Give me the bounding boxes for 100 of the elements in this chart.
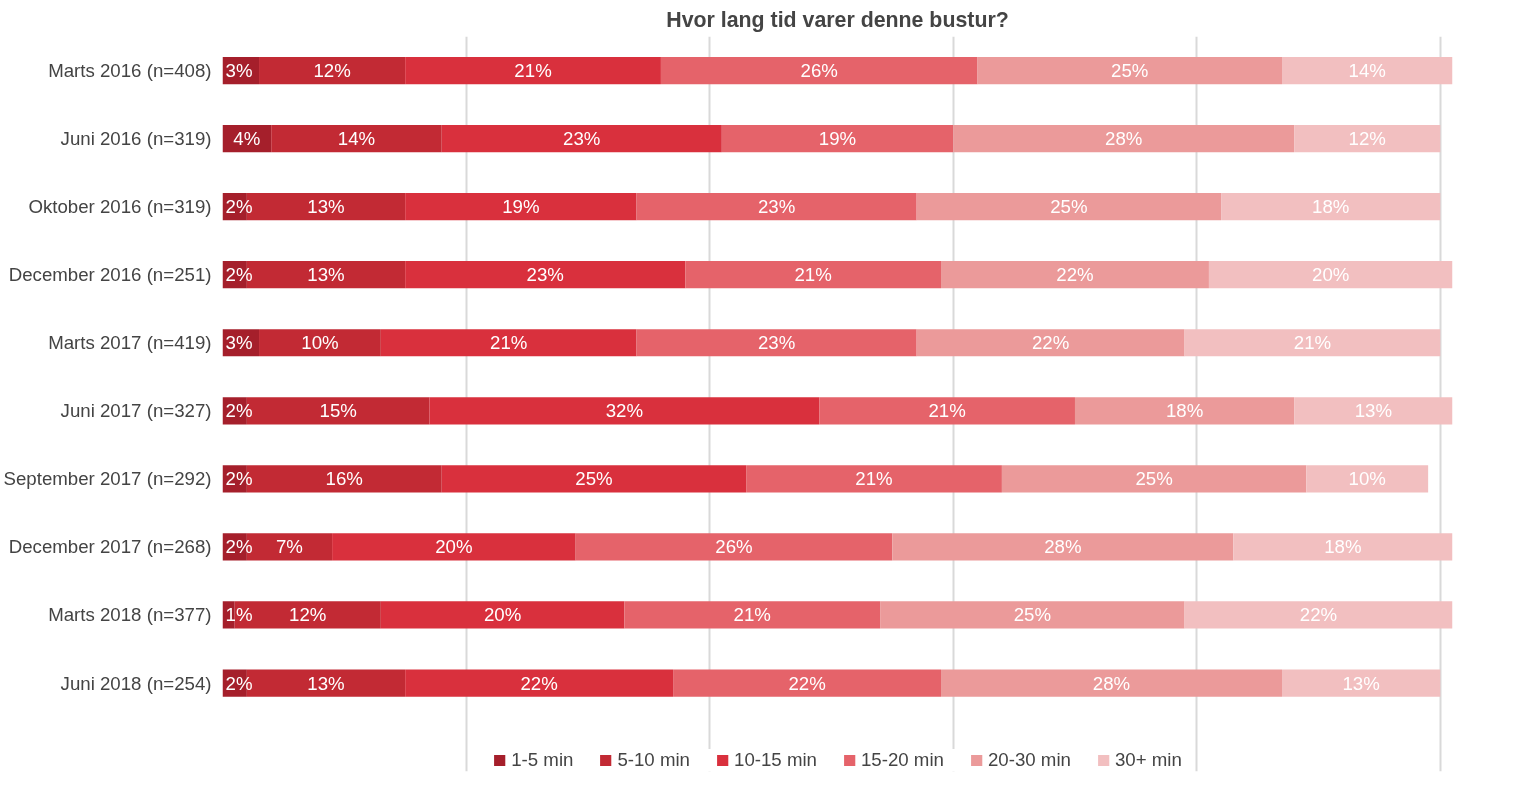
data-label: 23%: [757, 332, 796, 354]
y-tick-label: Oktober 2016 (n=319): [28, 196, 212, 218]
bar: [575, 533, 893, 561]
data-label: 15%: [319, 400, 357, 422]
data-label: 3%: [225, 332, 253, 354]
bar: [819, 397, 1075, 425]
data-label: 2%: [225, 536, 253, 558]
data-label: 22%: [520, 672, 558, 694]
bar: [1001, 465, 1307, 493]
data-label: 26%: [800, 60, 838, 82]
data-label: 2%: [225, 196, 253, 218]
bar: [441, 124, 722, 153]
data-label: 10%: [1348, 468, 1386, 490]
bar: [1233, 533, 1453, 561]
bar: [636, 193, 917, 221]
data-label: 25%: [1111, 60, 1149, 82]
data-label: 21%: [490, 332, 528, 354]
bar: [880, 601, 1185, 629]
bar: [1184, 329, 1441, 357]
bar: [259, 56, 406, 85]
data-label: 3%: [225, 60, 253, 82]
data-label: 22%: [1031, 332, 1070, 354]
data-label: 13%: [307, 264, 345, 286]
legend-label: 20-30 min: [987, 749, 1071, 771]
data-label: 21%: [794, 264, 832, 286]
bar: [380, 329, 637, 357]
bar: [1221, 193, 1441, 221]
bar: [685, 261, 942, 289]
data-label: 21%: [855, 468, 893, 490]
data-label: 16%: [325, 468, 363, 490]
legend-label: 30+ min: [1114, 749, 1182, 771]
data-label: 25%: [1135, 468, 1173, 490]
data-label: 23%: [563, 128, 601, 150]
data-label: 32%: [605, 400, 644, 422]
chart-title: Hvor lang tid varer denne bustur?: [666, 7, 1009, 32]
legend-label: 1-5 min: [511, 749, 574, 771]
bar: [380, 601, 625, 629]
y-tick-label: December 2017 (n=268): [8, 536, 212, 558]
data-label: 12%: [289, 604, 327, 626]
data-label: 2%: [225, 264, 253, 286]
data-label: 19%: [502, 196, 540, 218]
bar: [1294, 124, 1441, 153]
bar: [429, 397, 820, 425]
bar: [721, 124, 954, 153]
data-label: 14%: [1348, 60, 1386, 82]
bar: [405, 669, 674, 697]
data-label: 28%: [1105, 128, 1143, 150]
data-label: 28%: [1092, 672, 1131, 694]
data-label: 14%: [337, 128, 376, 150]
bar: [953, 124, 1295, 153]
bar: [405, 261, 686, 289]
y-tick-label: Marts 2018 (n=377): [48, 604, 212, 626]
bar: [941, 669, 1283, 697]
data-label: 2%: [225, 400, 253, 422]
data-label: 2%: [225, 672, 253, 694]
bar: [673, 669, 942, 697]
data-label: 25%: [1050, 196, 1088, 218]
bar: [405, 56, 661, 85]
data-label: 22%: [1056, 264, 1094, 286]
data-label: 25%: [1013, 604, 1052, 626]
data-label: 18%: [1165, 400, 1204, 422]
y-tick-label: September 2017 (n=292): [3, 468, 212, 490]
data-label: 13%: [1342, 672, 1380, 694]
data-label: 12%: [313, 60, 351, 82]
data-label: 18%: [1312, 196, 1350, 218]
bar: [1074, 397, 1295, 425]
bar: [1282, 669, 1441, 697]
data-label: 28%: [1044, 536, 1082, 558]
data-label: 22%: [788, 672, 826, 694]
legend-label: 15-20 min: [860, 749, 944, 771]
data-label: 21%: [733, 604, 771, 626]
bar: [746, 465, 1002, 493]
data-label: 21%: [1293, 332, 1332, 354]
y-tick-label: Marts 2017 (n=419): [48, 332, 212, 354]
y-tick-label: Juni 2016 (n=319): [60, 128, 212, 150]
y-tick-label: Marts 2016 (n=408): [48, 60, 212, 82]
y-tick-label: December 2016 (n=251): [8, 264, 212, 286]
bar: [1294, 397, 1453, 425]
data-label: 13%: [307, 196, 345, 218]
bar: [916, 193, 1222, 221]
bar: [1306, 465, 1429, 493]
bar: [441, 465, 747, 493]
bar: [941, 261, 1209, 289]
data-label: 26%: [715, 536, 753, 558]
data-label: 25%: [575, 468, 613, 490]
data-label: 22%: [1299, 604, 1338, 626]
bar: [405, 193, 637, 221]
bar: [259, 329, 381, 357]
data-label: 21%: [928, 400, 966, 422]
data-label: 23%: [526, 264, 564, 286]
data-label: 1%: [225, 604, 253, 626]
data-label: 20%: [483, 604, 522, 626]
legend-label: 5-10 min: [617, 749, 690, 771]
data-label: 21%: [514, 60, 552, 82]
data-label: 7%: [276, 536, 303, 558]
y-tick-label: Juni 2017 (n=327): [60, 400, 212, 422]
bar: [660, 56, 978, 85]
data-label: 4%: [233, 128, 261, 150]
data-label: 20%: [1312, 264, 1350, 286]
data-label: 12%: [1348, 128, 1386, 150]
